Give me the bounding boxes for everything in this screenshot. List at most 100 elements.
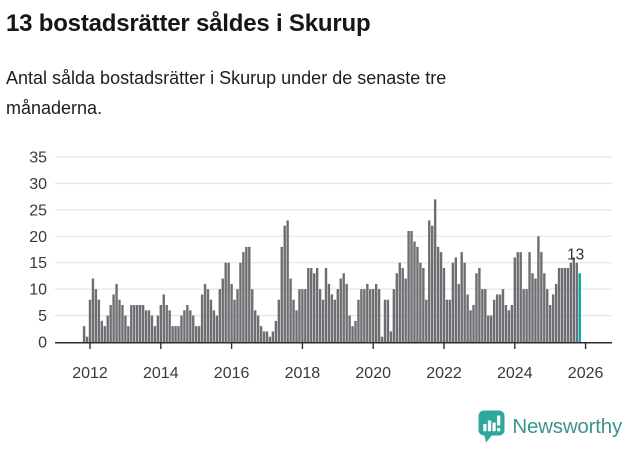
bar — [516, 252, 519, 342]
bar — [153, 326, 157, 342]
bar — [413, 241, 416, 342]
bar — [197, 326, 201, 342]
bar — [115, 283, 118, 342]
x-axis-tick-label: 2026 — [568, 365, 604, 382]
bar — [200, 294, 204, 342]
bar — [557, 267, 561, 342]
bar — [280, 246, 283, 342]
bar — [501, 289, 505, 342]
bar — [218, 289, 221, 342]
bar — [372, 289, 375, 342]
x-axis-tick-label: 2022 — [426, 365, 462, 382]
bar — [236, 289, 239, 342]
bar — [94, 289, 98, 342]
bar — [492, 299, 496, 342]
bar-chart-svg: 0 5 10 15 20 25 30 35 2012 2014 2016 2018 2020 2022 20… — [29, 149, 612, 382]
bar — [165, 304, 168, 342]
bar — [463, 262, 466, 342]
bar — [327, 283, 331, 342]
bar — [342, 273, 345, 342]
bar — [398, 262, 401, 342]
bar — [366, 283, 369, 342]
bar — [195, 326, 198, 342]
bar — [498, 294, 502, 342]
bar — [254, 310, 257, 342]
bar — [118, 299, 121, 342]
bar — [277, 299, 280, 342]
bar — [380, 336, 384, 342]
x-axis-tick-label: 2012 — [72, 365, 108, 382]
bar — [522, 289, 525, 342]
bar — [560, 267, 564, 342]
bar — [230, 283, 233, 342]
bar — [159, 304, 162, 342]
bar — [298, 289, 301, 342]
bar — [248, 246, 251, 342]
y-axis-tick-label: 10 — [29, 282, 47, 299]
bar — [268, 336, 272, 342]
bar — [221, 278, 224, 342]
bar — [324, 267, 328, 342]
bar — [433, 199, 437, 342]
bar — [357, 299, 360, 342]
bar — [469, 310, 472, 342]
bar — [251, 289, 254, 342]
bar — [401, 267, 404, 342]
bar — [88, 299, 92, 342]
bar — [422, 267, 425, 342]
bar — [457, 283, 460, 342]
bar — [304, 289, 307, 342]
bar — [374, 283, 378, 342]
bar — [315, 267, 319, 342]
y-axis-tick-label: 20 — [29, 229, 47, 246]
bar — [186, 304, 189, 342]
y-axis-tick-label: 25 — [29, 202, 47, 219]
bar — [91, 278, 95, 342]
bar — [428, 220, 431, 342]
bar — [301, 289, 304, 342]
bar — [147, 310, 151, 342]
bar — [174, 326, 177, 342]
news-graphic-card: 13 bostadsrätter såldes i Skurup Antal s… — [0, 10, 631, 443]
bar — [310, 267, 313, 342]
bar — [363, 289, 366, 342]
bar — [540, 252, 543, 342]
bar — [546, 289, 549, 342]
bar — [259, 326, 263, 342]
bar — [215, 315, 219, 342]
x-axis-tick-label: 2024 — [497, 365, 533, 382]
bar — [262, 331, 266, 342]
bar — [289, 278, 292, 342]
bar — [348, 315, 351, 342]
bar — [138, 304, 142, 342]
bar — [330, 294, 334, 342]
bar — [377, 289, 381, 342]
bar — [212, 310, 216, 342]
bar — [144, 310, 148, 342]
bar — [566, 267, 570, 342]
bar — [369, 289, 372, 342]
bar — [554, 283, 558, 342]
bar — [534, 278, 537, 342]
bar — [407, 230, 410, 342]
bar — [141, 304, 145, 342]
chart-subtitle: Antal sålda bostadsrätter i Skurup under… — [6, 67, 447, 119]
bar — [442, 267, 446, 342]
bar — [451, 262, 455, 342]
y-axis-tick-label: 0 — [38, 334, 47, 351]
bar — [475, 273, 478, 342]
y-axis-tick-label: 15 — [29, 255, 47, 272]
bar — [265, 331, 269, 342]
bar — [439, 252, 443, 342]
bar — [245, 246, 248, 342]
bar — [121, 304, 124, 342]
bar — [507, 310, 511, 342]
bar — [525, 289, 528, 342]
bar — [239, 262, 242, 342]
bar — [307, 267, 310, 342]
bar — [100, 320, 103, 342]
bar — [112, 294, 115, 342]
bar — [274, 320, 278, 342]
bar — [321, 299, 325, 342]
y-axis-tick-label: 35 — [29, 149, 47, 166]
